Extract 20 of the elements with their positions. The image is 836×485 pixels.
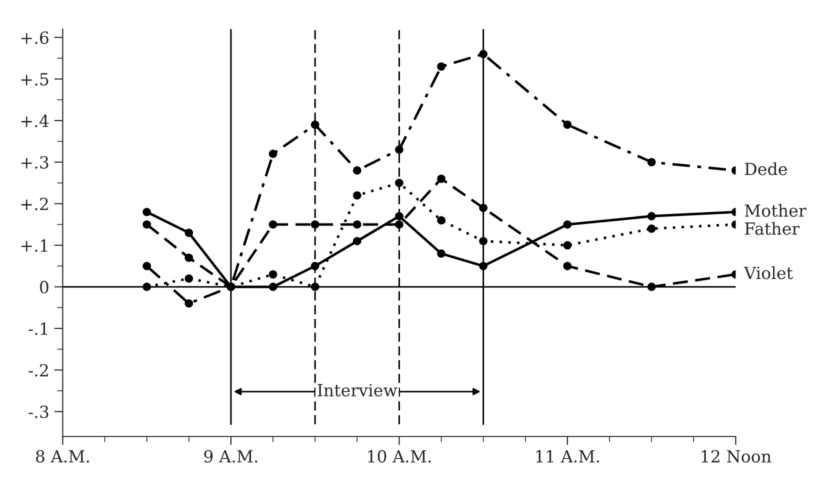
y-tick-label: -.2 (28, 364, 48, 377)
series-label: Dede (744, 162, 787, 176)
y-tick-label: +.2 (21, 198, 48, 210)
y-tick-label: +.5 (21, 73, 48, 86)
series-label: Father (744, 222, 800, 235)
y-tick-label: +.4 (21, 114, 49, 128)
x-tick-label: 11 A.M. (536, 450, 599, 463)
annotation: Interview (318, 384, 398, 396)
x-tick-label: 10 A.M. (368, 450, 431, 463)
y-tick-label: -.3 (28, 406, 48, 418)
series-label: Mother (744, 204, 806, 217)
x-tick-label: 12 Noon (702, 450, 772, 463)
y-tick-label: +.3 (21, 156, 48, 169)
y-tick-label: +.6 (21, 31, 48, 44)
x-tick-label: 8 A.M. (36, 450, 89, 463)
y-tick-label: +.1 (21, 239, 48, 252)
series-label: Violet (744, 266, 793, 280)
y-tick-label: 0 (40, 280, 48, 294)
y-tick-label: -.1 (28, 322, 48, 335)
x-tick-label: 9 A.M. (204, 450, 258, 463)
